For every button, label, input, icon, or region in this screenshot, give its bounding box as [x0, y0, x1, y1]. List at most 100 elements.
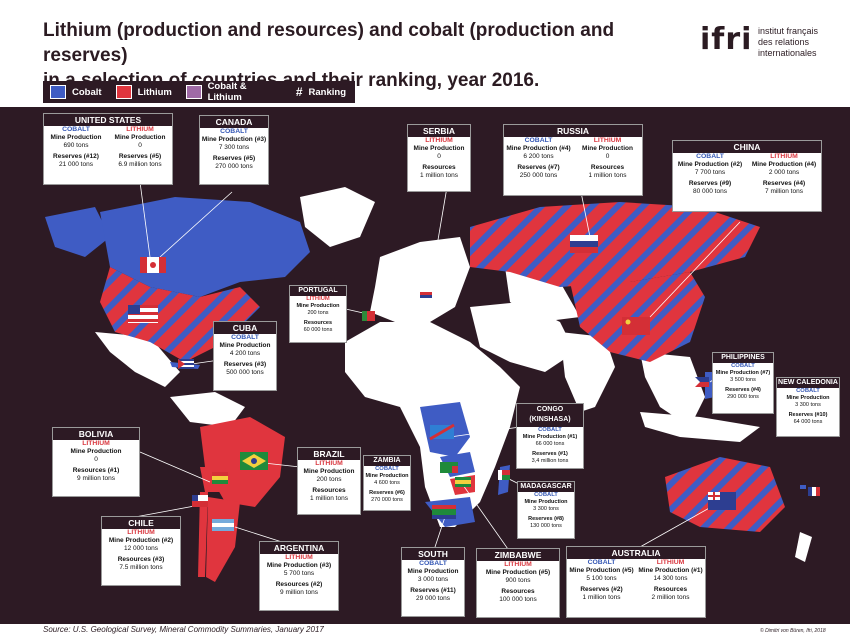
south-africa-name: SOUTH AFRICA [402, 548, 464, 571]
argentina-li-prod-label: Mine Production (#3) [266, 562, 332, 569]
australia-li-res: 2 million tons [651, 593, 690, 601]
chile-li-res-label: Resources (#3) [117, 556, 165, 563]
philippines-name: PHILIPPINES [713, 353, 773, 363]
cuba-name: CUBA [214, 322, 276, 334]
zimbabwe-lithium-label: LITHIUM [504, 561, 532, 568]
south-africa-co-res: 29 000 tons [416, 594, 450, 602]
canada-co-res: 270 000 tons [215, 162, 253, 170]
argentina-name: ARGENTINA [260, 542, 338, 554]
canada-co-prod-label: Mine Production (#3) [201, 136, 267, 143]
hash-icon: # [295, 85, 303, 99]
zambia-info-box: ZAMBIA COBALT Mine Production 4 600 tons… [363, 455, 411, 511]
brazil-lithium-label: LITHIUM [315, 460, 343, 467]
serbia-li-res: 1 million tons [420, 171, 458, 179]
new-caledonia-co-prod-label: Mine Production [786, 395, 830, 401]
zimbabwe-li-res: 100 000 tons [499, 595, 537, 603]
chile-lithium-label: LITHIUM [127, 529, 155, 536]
russia-li-res: 1 million tons [588, 171, 627, 179]
australia-cobalt-label: COBALT [587, 559, 616, 566]
usa-flag-icon [128, 305, 158, 323]
legend-cobalt-label: Cobalt [72, 86, 102, 98]
usa-co-res-label: Reserves (#12) [53, 153, 99, 160]
australia-co-prod: 5 100 tons [586, 574, 617, 582]
portugal-info-box: PORTUGAL LITHIUM Mine Production 200 ton… [289, 285, 347, 343]
russia-shape [470, 202, 760, 287]
usa-li-res-label: Reserves (#5) [118, 153, 162, 160]
serbia-li-prod: 0 [437, 152, 441, 160]
bolivia-li-res: 9 million tons [77, 474, 115, 482]
usa-li-prod-label: Mine Production [114, 134, 166, 141]
brazil-flag-icon [240, 452, 268, 470]
zambia-co-res: 270 000 tons [371, 496, 403, 503]
congo-cobalt-label: COBALT [538, 427, 562, 433]
logo-mark: ifri [700, 22, 753, 57]
legend-lithium-label: Lithium [137, 86, 172, 98]
legend-both-label: Cobalt & Lithium [207, 81, 247, 103]
cuba-co-prod: 4 200 tons [229, 349, 261, 357]
canada-info-box: CANADA COBALT Mine Production (#3) 7 300… [199, 115, 269, 185]
cuba-info-box: CUBA COBALT Mine Production 4 200 tons R… [213, 321, 277, 391]
portugal-li-res: 60 000 tons [303, 326, 333, 333]
usa-co-prod: 690 tons [63, 141, 89, 149]
chile-li-prod: 12 000 tons [124, 544, 158, 552]
both-swatch [185, 85, 202, 99]
serbia-name: SERBIA [408, 125, 470, 137]
zambia-name: ZAMBIA [364, 456, 410, 466]
philippines-co-prod: 3 500 tons [730, 376, 756, 383]
madagascar-co-prod: 3 300 tons [533, 505, 559, 512]
madagascar-flag-icon [498, 470, 510, 480]
zambia-cobalt-label: COBALT [375, 466, 399, 472]
source-note: Source: U.S. Geological Survey, Mineral … [43, 625, 324, 634]
madagascar-co-res-label: Reserves (#8) [528, 516, 564, 522]
china-info-box: CHINA COBALT Mine Production (#2) 7 700 … [672, 140, 822, 212]
cuba-co-res-label: Reserves (#3) [223, 361, 267, 368]
australia-name: AUSTRALIA [567, 547, 705, 559]
bolivia-name: BOLIVIA [53, 428, 139, 440]
zimbabwe-li-res-label: Resources [501, 588, 535, 595]
russia-co-prod-label: Mine Production (#4) [506, 145, 571, 152]
credit-note: © Dimitri von Büren, Ifri, 2018 [760, 628, 826, 634]
australia-li-res-label: Resources [653, 586, 688, 593]
australia-li-prod-label: Mine Production (#1) [638, 567, 703, 574]
australia-co-res-label: Reserves (#2) [580, 586, 623, 593]
portugal-name: PORTUGAL [290, 286, 346, 296]
congo-name-line-2: (KINSHASA) [529, 416, 571, 423]
russia-li-res-label: Resources [590, 164, 625, 171]
india-shape [560, 332, 615, 412]
argentina-lithium-label: LITHIUM [285, 554, 313, 561]
zambia-co-res-label: Reserves (#6) [369, 490, 405, 496]
legend-cobalt: Cobalt [50, 85, 102, 99]
philippines-co-prod-label: Mine Production (#7) [715, 370, 771, 376]
russia-li-prod: 0 [605, 152, 610, 160]
serbia-flag-icon [420, 292, 432, 301]
usa-co-res: 21 000 tons [59, 160, 93, 168]
madagascar-co-prod-label: Mine Production [524, 499, 568, 505]
usa-name: UNITED STATES [44, 114, 172, 126]
zimbabwe-li-prod: 900 tons [505, 576, 531, 584]
logo-sub-2: des relations [758, 37, 810, 47]
indonesia-shape [640, 412, 760, 442]
argentina-shape [206, 497, 240, 582]
philippines-co-res-label: Reserves (#4) [725, 387, 761, 393]
china-li-prod: 2 000 tons [768, 168, 800, 176]
brazil-li-res-label: Resources [312, 487, 346, 494]
argentina-li-res: 9 million tons [280, 588, 318, 596]
brazil-li-res: 1 million tons [310, 494, 348, 502]
congo-name: CONGO (KINSHASA) [517, 404, 583, 427]
alaska-shape [45, 207, 110, 257]
philippines-info-box: PHILIPPINES COBALT Mine Production (#7) … [712, 352, 774, 414]
south-america-north-shape [170, 392, 245, 427]
congo-co-prod-label: Mine Production (#1) [522, 434, 578, 440]
china-li-res-label: Reserves (#4) [762, 180, 806, 187]
portugal-lithium-label: LITHIUM [306, 296, 330, 302]
russia-co-res-label: Reserves (#7) [517, 164, 560, 171]
russia-name: RUSSIA [504, 125, 642, 137]
new-zealand-shape [795, 532, 812, 562]
usa-cobalt-label: COBALT [62, 126, 90, 133]
congo-name-line-1: CONGO [536, 406, 564, 413]
legend-ranking-label: Ranking [308, 86, 346, 98]
zimbabwe-flag-icon [455, 477, 471, 487]
cuba-co-prod-label: Mine Production [219, 342, 271, 349]
zimbabwe-li-prod-label: Mine Production (#5) [485, 569, 551, 576]
new-caledonia-shape [800, 485, 806, 489]
